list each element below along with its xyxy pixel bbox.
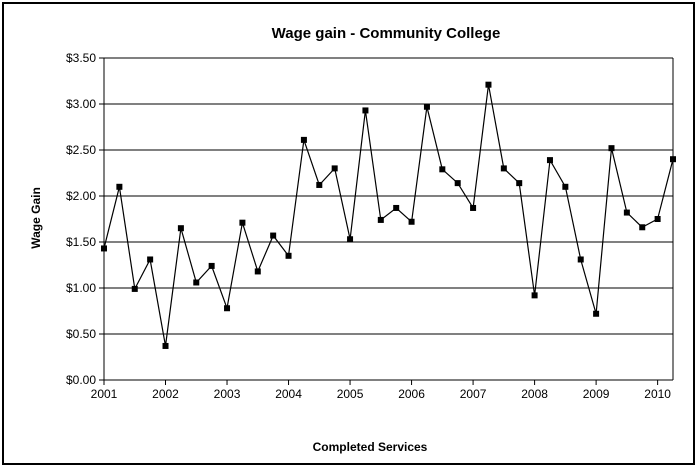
data-point <box>639 224 646 231</box>
x-tick-label: 2009 <box>583 387 610 401</box>
data-point <box>254 268 261 275</box>
y-axis-ticks: $0.00 $0.50 $1.00 $1.50 $2.00 $2.50 $3.00 $3.50 <box>66 51 104 387</box>
x-tick-label: 2010 <box>644 387 671 401</box>
x-tick-label: 2004 <box>275 387 302 401</box>
data-point <box>147 256 154 263</box>
data-point <box>670 156 676 163</box>
data-point <box>131 285 138 292</box>
data-point <box>485 81 492 88</box>
data-point <box>408 218 415 225</box>
data-point <box>362 107 369 114</box>
data-point <box>470 204 477 211</box>
data-point <box>439 166 446 173</box>
data-point <box>224 305 231 312</box>
y-tick-label: $0.50 <box>66 327 96 341</box>
data-point <box>377 216 384 223</box>
y-tick-label: $2.50 <box>66 143 96 157</box>
data-point <box>393 204 400 211</box>
data-point <box>239 219 246 226</box>
data-point <box>270 232 277 239</box>
series-line <box>103 84 674 347</box>
data-point <box>608 145 615 152</box>
data-point <box>516 180 523 187</box>
x-tick-label: 2007 <box>460 387 487 401</box>
y-tick-label: $3.00 <box>66 97 96 111</box>
x-tick-label: 2006 <box>398 387 425 401</box>
data-point <box>316 181 323 188</box>
y-axis-title: Wage Gain <box>29 187 43 249</box>
data-point <box>162 342 169 349</box>
data-point <box>193 279 200 286</box>
y-tick-label: $0.00 <box>66 373 96 387</box>
series-wage-gain <box>101 81 676 349</box>
y-tick-label: $1.50 <box>66 235 96 249</box>
data-point <box>546 157 553 164</box>
data-point <box>593 310 600 317</box>
x-tick-label: 2001 <box>91 387 118 401</box>
data-point <box>500 165 507 172</box>
y-tick-label: $2.00 <box>66 189 96 203</box>
x-axis-ticks: 2001 2002 2003 2004 2005 2006 2007 2008 2009 2010 <box>91 380 671 401</box>
x-tick-label: 2002 <box>152 387 179 401</box>
x-tick-label: 2005 <box>337 387 364 401</box>
data-point <box>208 262 215 269</box>
x-axis-title: Completed Services <box>313 440 428 454</box>
data-point <box>623 209 630 216</box>
data-point <box>116 183 123 190</box>
data-point <box>300 136 307 143</box>
x-tick-label: 2003 <box>214 387 241 401</box>
data-point <box>177 225 184 232</box>
data-point <box>101 245 107 252</box>
y-tick-label: $1.00 <box>66 281 96 295</box>
data-point <box>654 216 661 222</box>
gridlines <box>104 57 673 335</box>
chart-title: Wage gain - Community College <box>272 25 501 42</box>
data-point <box>577 256 584 263</box>
data-point <box>347 236 354 243</box>
data-point <box>331 165 338 172</box>
data-point <box>562 183 569 190</box>
data-point <box>531 292 538 299</box>
x-tick-label: 2008 <box>521 387 548 401</box>
data-point <box>423 103 430 110</box>
data-point <box>285 252 292 259</box>
data-point <box>454 180 461 187</box>
y-tick-label: $3.50 <box>66 51 96 65</box>
